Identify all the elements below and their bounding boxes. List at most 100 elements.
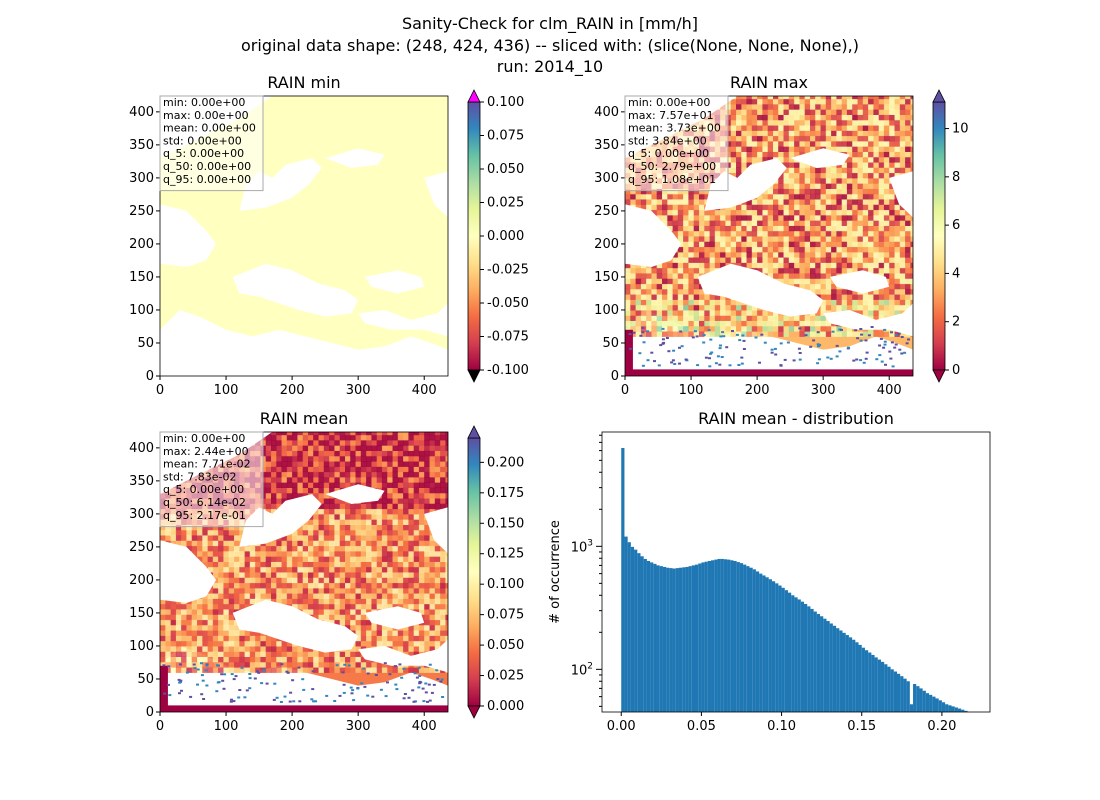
- field-cell: [688, 246, 695, 253]
- field-cell: [640, 188, 647, 195]
- field-cell: [207, 529, 214, 536]
- field-cell: [767, 146, 774, 152]
- field-cell: [191, 646, 198, 652]
- field-cell: [804, 220, 811, 226]
- field-cell: [683, 310, 689, 316]
- field-cell: [836, 183, 843, 189]
- field-cell: [878, 119, 885, 126]
- field-cell: [286, 461, 293, 467]
- field-cell: [910, 225, 913, 232]
- field-cell: [635, 288, 642, 295]
- y-tick-label: 50: [137, 336, 154, 351]
- field-cell: [831, 236, 837, 242]
- field-cell: [788, 267, 795, 274]
- field-cell: [794, 262, 800, 269]
- field-cell: [292, 651, 298, 657]
- field-cell: [820, 225, 827, 232]
- field-cell: [656, 304, 663, 311]
- field-cell: [720, 304, 726, 311]
- field-cell: [329, 593, 335, 599]
- field-cell: [360, 619, 367, 626]
- field-cell: [889, 183, 895, 189]
- field-cell: [852, 225, 858, 232]
- field-cell: [635, 193, 642, 200]
- field-cell: [186, 624, 193, 631]
- field-cell: [899, 294, 906, 300]
- field-cell: [191, 640, 198, 647]
- field-cell: [714, 225, 721, 232]
- field-cell: [175, 609, 182, 615]
- field-cell: [323, 609, 330, 615]
- field-cell: [207, 651, 214, 657]
- field-cell: [366, 529, 372, 536]
- field-cell: [820, 188, 827, 195]
- field-cell: [212, 635, 219, 642]
- field-cell: [762, 209, 769, 216]
- field-cell: [265, 487, 272, 494]
- field-cell: [857, 220, 864, 226]
- field-cell: [857, 214, 864, 221]
- field-cell: [635, 294, 642, 300]
- field-cell: [392, 434, 399, 441]
- field-cell: [329, 577, 335, 584]
- field-cell: [191, 651, 198, 657]
- field-cell: [218, 587, 224, 594]
- field-cell: [323, 450, 330, 457]
- field-cell: [862, 262, 869, 269]
- field-cell: [873, 96, 880, 100]
- field-cell: [820, 241, 827, 248]
- field-cell: [397, 556, 404, 562]
- field-cell: [408, 587, 415, 594]
- field-cell: [820, 96, 827, 100]
- field-cell: [323, 432, 330, 436]
- field-cell: [355, 519, 362, 525]
- field-cell: [820, 251, 827, 258]
- field-cell: [286, 439, 293, 446]
- field-cell: [265, 466, 272, 473]
- field-cell: [202, 661, 209, 668]
- field-cell: [371, 635, 378, 642]
- field-cell: [297, 455, 304, 462]
- field-cell: [345, 667, 351, 673]
- field-cell: [197, 598, 203, 605]
- field-cell: [757, 230, 763, 237]
- field-cell: [751, 140, 758, 147]
- field-cell: [862, 331, 869, 337]
- field-cell: [228, 587, 235, 594]
- field-cell: [831, 96, 837, 100]
- field-cell: [292, 593, 298, 599]
- field-cell: [339, 432, 346, 436]
- field-cell: [767, 325, 774, 332]
- field-cell: [228, 577, 235, 584]
- field-cell: [667, 294, 674, 300]
- field-cell: [815, 241, 821, 248]
- field-cell: [910, 119, 913, 126]
- field-cell: [741, 214, 748, 221]
- field-cell: [662, 315, 668, 321]
- field-cell: [371, 640, 378, 647]
- field-cell: [804, 193, 811, 200]
- field-cell: [662, 209, 668, 216]
- field-cell: [186, 640, 193, 647]
- field-cell: [699, 320, 705, 327]
- field-cell: [334, 471, 341, 478]
- field-cell: [170, 529, 177, 536]
- field-cell: [313, 556, 319, 562]
- field-cell: [889, 241, 895, 248]
- field-cell: [212, 566, 219, 573]
- field-cell: [852, 299, 858, 306]
- field-cell: [334, 540, 341, 547]
- field-cell: [223, 609, 230, 615]
- field-cell: [387, 582, 393, 589]
- field-cell: [820, 262, 827, 269]
- field-cell: [746, 199, 753, 205]
- field-cell: [323, 434, 330, 441]
- high-value-cell: [763, 341, 767, 344]
- field-cell: [271, 508, 277, 515]
- field-cell: [773, 267, 779, 274]
- field-cell: [836, 331, 843, 337]
- field-cell: [767, 320, 774, 327]
- field-cell: [889, 162, 895, 168]
- field-cell: [302, 455, 309, 462]
- field-cell: [688, 193, 695, 200]
